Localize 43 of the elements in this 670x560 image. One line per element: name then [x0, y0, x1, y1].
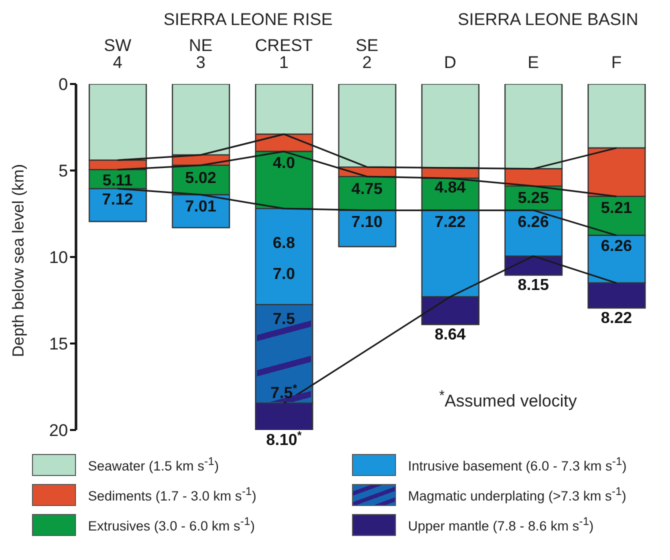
y-axis-title: Depth below sea level (km)	[10, 164, 28, 357]
x-tick-label: D	[444, 53, 456, 72]
annotation: 7.01	[185, 198, 216, 216]
legend-label: Extrusives (3.0 - 6.0 km s$^{-1}$)	[88, 516, 255, 534]
annotation: 8.64	[434, 326, 466, 344]
legend-label: Magmatic underplating (>7.3 km s$^{-1}$)	[408, 486, 626, 504]
annotation: 6.26	[518, 214, 549, 232]
annotation: 7.22	[434, 214, 466, 232]
x-tick-label: NE 3	[188, 36, 213, 72]
annotation: 5.21	[600, 200, 632, 218]
annotation: 8.10$^{*}$	[266, 430, 302, 449]
annotation: 5.25	[518, 190, 549, 207]
legend-label: Intrusive basement (6.0 - 7.3 km s$^{-1}$)	[408, 456, 627, 474]
y-tick-label: 5	[58, 162, 68, 181]
y-tick-label: 20	[49, 421, 68, 440]
annotation: 7.5	[272, 310, 296, 328]
legend-label: Upper mantle (7.8 - 8.6 km s$^{-1}$)	[408, 516, 594, 534]
annotation: 4.75	[351, 181, 383, 198]
x-tick-label: E	[528, 53, 539, 72]
annotation: 7.5$^{*}$	[270, 383, 298, 402]
annotation: 5.11	[102, 172, 133, 190]
annotation: 4.84	[434, 179, 466, 196]
annotation: 8.15	[518, 277, 549, 294]
annotation: 5.02	[185, 170, 216, 187]
x-tick-label: F	[611, 53, 622, 72]
y-tick-label: 0	[58, 75, 68, 94]
annotation: $^{*}$Assumed velocity	[438, 388, 578, 412]
y-tick-label: 10	[49, 248, 68, 268]
annotation: 7.12	[102, 192, 134, 209]
text: SIERRA LEONE RISE	[162, 10, 334, 30]
annotation: 7.0	[272, 266, 296, 283]
legend-label: Sediments (1.7 - 3.0 km s$^{-1}$)	[88, 486, 256, 504]
annotation: 6.8	[272, 235, 296, 252]
x-tick-label: SE 2	[356, 36, 378, 72]
annotation: 8.22	[600, 310, 632, 328]
annotation: 4.0	[272, 155, 296, 172]
text: SIERRA LEONE BASIN	[456, 10, 640, 30]
annotation: 6.26	[600, 238, 632, 256]
legend-label: Seawater (1.5 km s$^{-1}$)	[88, 456, 219, 474]
x-tick-label: SW 4	[104, 36, 132, 72]
x-tick-label: CREST 1	[255, 36, 313, 72]
annotation: 7.10	[351, 214, 383, 232]
y-tick-label: 15	[49, 334, 68, 354]
